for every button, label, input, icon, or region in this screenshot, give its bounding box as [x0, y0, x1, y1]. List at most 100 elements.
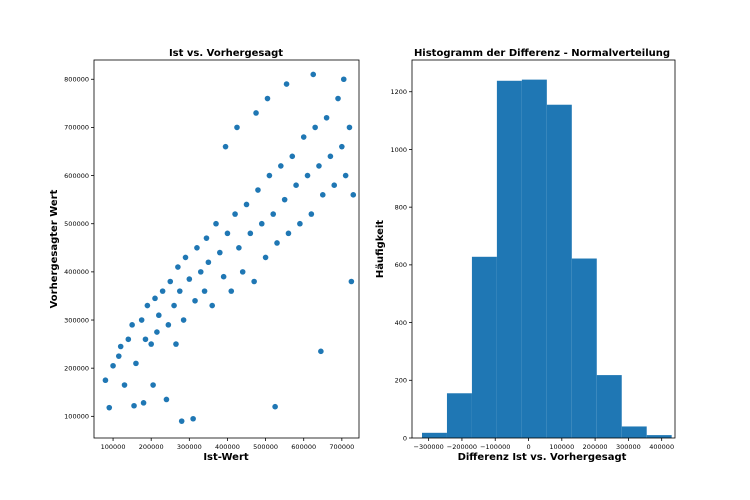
- scatter-point: [266, 172, 273, 179]
- scatter-point: [201, 288, 208, 294]
- scatter-title: Ist vs. Vorhergesagt: [169, 48, 283, 59]
- scatter-point: [156, 312, 162, 319]
- scatter-point: [125, 336, 132, 343]
- x-tick-label: 300000: [616, 443, 641, 451]
- y-tick-label: 600: [395, 261, 407, 269]
- scatter-point: [176, 288, 183, 294]
- scatter-point: [339, 143, 345, 150]
- scatter-point: [220, 273, 227, 280]
- x-tick-label: 0: [526, 443, 530, 451]
- scatter-point: [272, 403, 278, 410]
- scatter-point: [239, 269, 246, 275]
- scatter-point: [297, 220, 303, 227]
- scatter-point: [308, 211, 315, 217]
- x-tick-label: 200000: [583, 443, 608, 451]
- histogram-bar: [446, 393, 472, 438]
- y-tick-label: 200000: [64, 364, 89, 372]
- scatter-point: [159, 288, 166, 294]
- scatter-point: [318, 348, 324, 355]
- scatter-point: [194, 244, 200, 251]
- scatter-point: [247, 230, 254, 237]
- scatter-point: [182, 254, 189, 261]
- scatter-point: [289, 153, 296, 160]
- y-tick-label: 700000: [64, 124, 89, 132]
- y-tick-label: 0: [403, 434, 407, 442]
- scatter-point: [274, 240, 280, 246]
- histogram-bar: [596, 375, 622, 438]
- scatter-point: [203, 235, 210, 241]
- scatter-point: [232, 211, 238, 217]
- y-tick-label: 1000: [390, 146, 407, 154]
- x-tick-label: −100000: [480, 443, 510, 451]
- scatter-point: [234, 124, 240, 131]
- scatter-point: [293, 182, 299, 188]
- scatter-point: [331, 182, 338, 188]
- x-tick-label: 700000: [329, 443, 354, 451]
- y-tick-label: 300000: [64, 316, 89, 324]
- scatter-point: [285, 230, 292, 237]
- histogram-bar: [646, 435, 672, 438]
- scatter-point: [133, 360, 139, 367]
- scatter-point: [342, 172, 349, 179]
- scatter-point: [178, 418, 185, 424]
- scatter-point: [180, 317, 187, 323]
- scatter-point: [190, 415, 196, 422]
- scatter-point: [304, 172, 311, 179]
- y-tick-label: 200: [395, 377, 407, 385]
- scatter-point: [253, 110, 259, 116]
- histogram-axes-frame: [411, 59, 676, 439]
- scatter-point: [228, 288, 235, 294]
- scatter-point: [205, 259, 212, 266]
- histogram-x-label: Differenz Ist vs. Vorhergesagt: [458, 452, 627, 463]
- scatter-point: [150, 382, 156, 388]
- scatter-point: [131, 402, 137, 409]
- histogram-bar: [496, 80, 522, 438]
- x-tick-label: −200000: [447, 443, 477, 451]
- scatter-point: [236, 244, 242, 251]
- scatter-point: [316, 163, 322, 169]
- scatter-point: [171, 302, 177, 309]
- y-tick-label: 400: [395, 319, 407, 327]
- scatter-point: [173, 341, 179, 347]
- scatter-point: [163, 396, 170, 403]
- scatter-point: [129, 322, 135, 328]
- scatter-point: [346, 124, 353, 131]
- scatter-point: [140, 400, 147, 406]
- scatter-point: [106, 404, 113, 411]
- scatter-point: [165, 322, 172, 328]
- scatter-point: [243, 201, 250, 208]
- histogram-bar: [546, 104, 572, 438]
- histogram-bar: [621, 426, 647, 438]
- y-tick-label: 500000: [64, 220, 89, 228]
- histogram-ticks: −300000 −200000 −100000 0 100000 200000 300000…: [390, 88, 674, 451]
- y-tick-label: 800: [395, 203, 407, 211]
- scatter-point: [138, 317, 145, 323]
- scatter-ticks: 100000 200000 300000 400000 500000 600000 7000…: [64, 76, 354, 451]
- scatter-point: [192, 297, 198, 304]
- y-tick-label: 800000: [64, 76, 89, 84]
- scatter-point: [222, 143, 229, 150]
- scatter-point: [224, 230, 231, 237]
- x-tick-label: 100000: [101, 443, 126, 451]
- scatter-point: [110, 362, 116, 369]
- scatter-point: [175, 264, 181, 270]
- scatter-point: [270, 211, 277, 217]
- scatter-point: [209, 302, 216, 309]
- histogram-bar: [471, 256, 497, 438]
- x-tick-label: 600000: [291, 443, 316, 451]
- y-tick-label: 400000: [64, 268, 89, 276]
- scatter-point: [340, 76, 347, 83]
- histogram-bar: [521, 79, 547, 439]
- scatter-point: [186, 276, 193, 282]
- scatter-point: [348, 278, 355, 285]
- scatter-point: [283, 81, 290, 87]
- histogram-y-label: Häufigkeit: [375, 220, 386, 278]
- scatter-point: [281, 196, 288, 203]
- scatter-point: [327, 153, 334, 160]
- scatter-point: [258, 220, 265, 227]
- scatter-axes-frame: [93, 59, 360, 439]
- x-tick-label: 300000: [177, 443, 202, 451]
- scatter-x-label: Ist-Wert: [203, 452, 249, 463]
- y-tick-label: 100000: [64, 413, 89, 421]
